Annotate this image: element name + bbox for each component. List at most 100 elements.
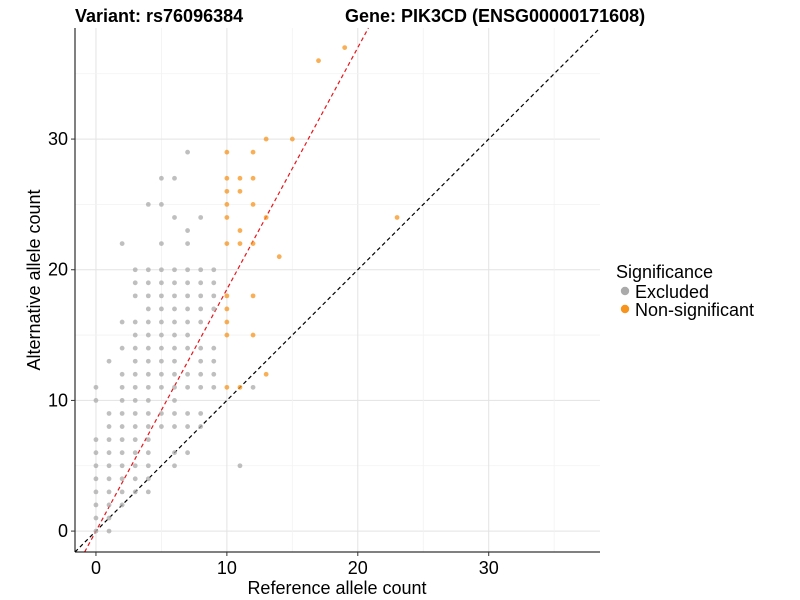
reference-line-identity xyxy=(74,27,601,553)
data-point xyxy=(394,215,400,220)
data-point xyxy=(119,476,125,482)
data-point xyxy=(159,241,164,247)
data-point xyxy=(132,332,138,338)
data-point xyxy=(198,267,204,273)
data-point xyxy=(185,450,190,456)
data-point xyxy=(237,188,243,194)
data-point xyxy=(106,437,112,443)
data-point xyxy=(211,384,217,390)
data-point xyxy=(198,371,204,377)
data-point xyxy=(119,502,125,508)
data-point xyxy=(185,411,190,416)
data-point xyxy=(132,437,138,443)
data-point xyxy=(93,476,99,482)
data-point xyxy=(159,306,164,312)
reference-lines xyxy=(74,27,601,553)
data-point xyxy=(263,215,269,220)
y-tick-label: 20 xyxy=(48,260,68,280)
data-point xyxy=(316,58,321,64)
data-point xyxy=(198,411,204,416)
data-point xyxy=(93,502,99,508)
data-point xyxy=(159,371,164,377)
data-point xyxy=(119,450,125,456)
data-point xyxy=(263,371,269,377)
data-point xyxy=(145,411,151,416)
data-point xyxy=(145,450,151,456)
data-point xyxy=(119,241,125,247)
data-point xyxy=(198,345,204,351)
data-point xyxy=(211,358,217,364)
data-point xyxy=(172,175,177,181)
data-point xyxy=(185,345,190,351)
data-point xyxy=(276,254,282,260)
data-point xyxy=(224,384,230,390)
x-axis-title: Reference allele count xyxy=(247,578,426,598)
data-point xyxy=(250,149,256,155)
data-point xyxy=(172,306,177,312)
data-point xyxy=(106,450,112,456)
data-point xyxy=(172,424,177,429)
data-point xyxy=(119,371,125,377)
data-point xyxy=(172,398,177,403)
data-point xyxy=(185,306,190,312)
data-point xyxy=(250,332,256,338)
data-point xyxy=(211,293,217,299)
data-point xyxy=(185,293,190,299)
data-point xyxy=(145,345,151,351)
data-point xyxy=(132,267,138,273)
data-point xyxy=(93,515,99,521)
data-point xyxy=(119,437,125,443)
legend-label-excluded: Excluded xyxy=(635,282,709,302)
data-point xyxy=(159,280,164,286)
data-point xyxy=(198,384,204,390)
data-point xyxy=(159,332,164,338)
tick-labels: 0 10 20 30 0 10 20 30 xyxy=(48,129,499,578)
legend-dot-non-significant xyxy=(620,304,630,314)
data-point xyxy=(145,267,151,273)
data-point xyxy=(132,411,138,416)
data-point xyxy=(211,280,217,286)
data-point xyxy=(93,450,99,456)
data-point xyxy=(224,332,230,338)
data-point xyxy=(172,215,177,220)
data-point xyxy=(172,267,177,273)
data-point xyxy=(145,476,151,482)
x-tick-label: 30 xyxy=(479,558,499,578)
series-non-significant xyxy=(224,45,400,390)
data-point xyxy=(224,319,230,325)
data-point xyxy=(119,411,125,416)
data-point xyxy=(159,411,164,416)
data-point xyxy=(106,502,112,508)
data-point xyxy=(145,384,151,390)
data-point xyxy=(211,267,217,273)
data-point xyxy=(237,241,243,247)
data-point xyxy=(145,437,151,443)
data-point xyxy=(185,267,190,273)
data-point xyxy=(119,424,125,429)
data-point xyxy=(119,384,125,390)
x-tick-label: 20 xyxy=(348,558,368,578)
data-point xyxy=(93,528,99,534)
data-point xyxy=(106,476,112,482)
y-tick-label: 10 xyxy=(48,390,68,410)
data-point xyxy=(198,293,204,299)
y-axis-title: Alternative allele count xyxy=(24,189,44,370)
reference-line-fit xyxy=(84,27,369,553)
data-point xyxy=(185,424,190,429)
x-tick-label: 10 xyxy=(217,558,237,578)
data-point xyxy=(132,476,138,482)
data-point xyxy=(185,280,190,286)
data-point xyxy=(132,424,138,429)
data-point xyxy=(93,437,99,443)
data-point xyxy=(172,332,177,338)
data-point xyxy=(237,175,243,181)
data-point xyxy=(119,319,125,325)
data-point xyxy=(132,345,138,351)
data-point xyxy=(132,489,138,495)
data-point xyxy=(250,384,256,390)
data-point xyxy=(132,371,138,377)
data-point xyxy=(211,306,217,312)
legend-label-non-significant: Non-significant xyxy=(635,300,754,320)
